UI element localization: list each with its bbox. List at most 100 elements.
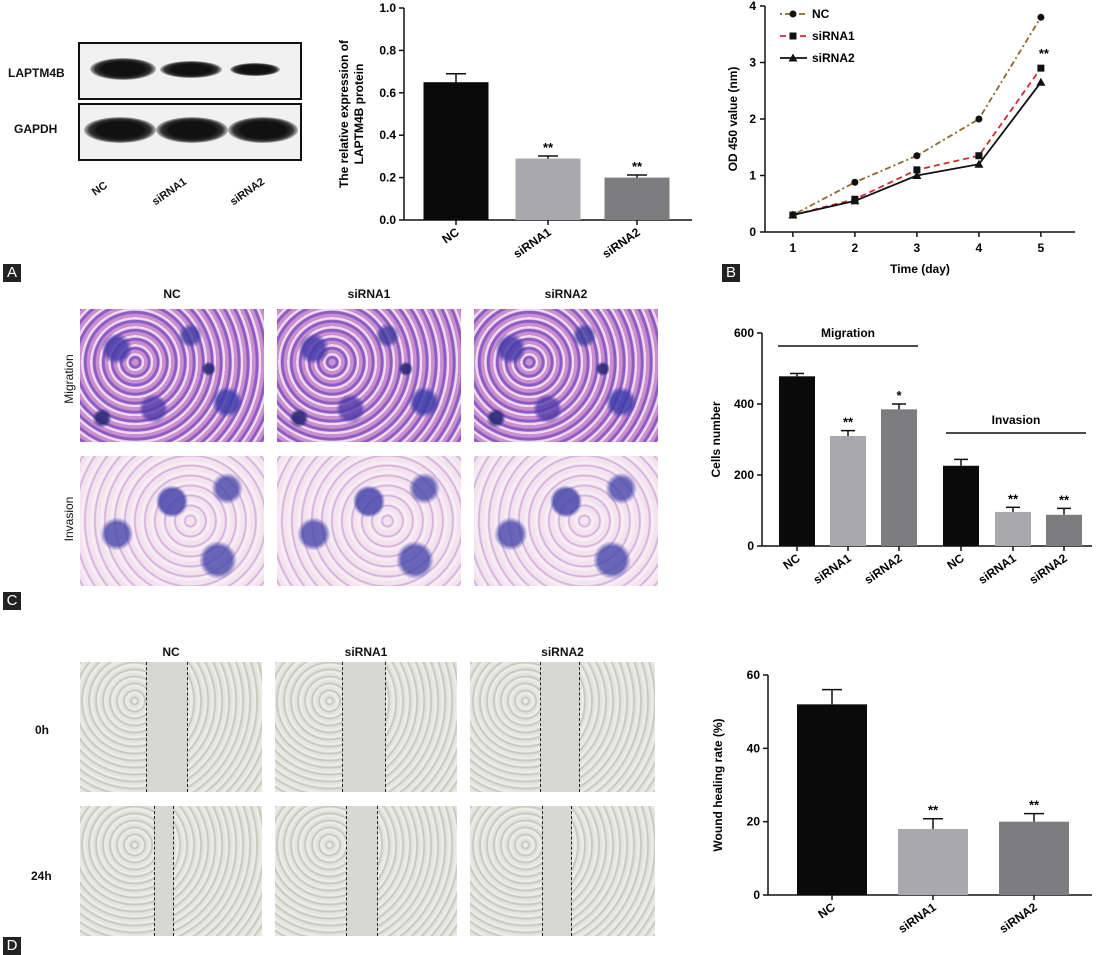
panel-label-a: A	[3, 264, 21, 282]
image-col-sirna2: siRNA2	[544, 287, 588, 301]
point-nc-4	[975, 115, 983, 123]
x-tick-label-nc: NC	[780, 551, 803, 573]
significance-mark: **	[1039, 46, 1050, 61]
x-tick-label-nc: NC	[815, 900, 838, 922]
band-laptm4b-sirna1	[160, 61, 222, 78]
wound-row-0h: 0h	[35, 723, 50, 737]
point-sirna1-5	[1037, 64, 1045, 72]
wound-col-nc: NC	[162, 645, 180, 659]
y-tick-label: 200	[734, 468, 754, 482]
y-tick-label: 0	[749, 225, 756, 239]
bar-sirna2-5	[1046, 514, 1082, 546]
y-tick-label: 40	[747, 741, 761, 755]
micrograph-invasion-sirna2	[474, 456, 658, 586]
y-tick-label: 0.8	[379, 43, 396, 57]
wound-image-0h-sirna1	[275, 662, 457, 792]
y-axis-label-line1: The relative expression of	[337, 39, 351, 188]
bar-nc-3	[943, 465, 979, 546]
y-axis-label: Cells number	[709, 401, 723, 477]
legend-label-nc: NC	[812, 7, 830, 21]
wound-image-24h-nc	[80, 806, 262, 936]
point-sirna2-2	[850, 196, 860, 205]
band-laptm4b-nc	[90, 58, 156, 80]
chart-protein: 0.0 0.2 0.4 0.6 0.8 1.0 NC ** siRNA1 ** siRNA2 The …	[337, 1, 692, 261]
band-gapdh-sirna2	[228, 117, 298, 143]
panel-label-b: B	[722, 264, 740, 282]
point-sirna2-3	[912, 171, 922, 179]
x-tick-label-sirna2: siRNA2	[862, 551, 905, 587]
chart-wound: 0 20 40 60 NC ** siRNA1 ** siRNA2 Wound healing r…	[711, 668, 1092, 936]
micrograph-invasion-nc	[80, 456, 264, 586]
bar-sirna2-2	[881, 409, 917, 546]
bar-sirna1-1	[898, 829, 968, 895]
y-tick-label: 0.6	[379, 86, 396, 100]
x-tick-label-sirna1: siRNA1	[511, 225, 554, 261]
y-tick-label: 3	[749, 56, 756, 70]
bar-nc-0	[423, 82, 489, 220]
significance-mark: **	[928, 803, 939, 818]
y-tick-label: 0	[753, 888, 760, 902]
bar-sirna1-4	[995, 511, 1031, 546]
significance-mark: *	[896, 388, 902, 403]
x-tick-label-nc: NC	[944, 551, 967, 573]
series-line-nc	[792, 16, 1042, 216]
x-tick-label-sirna2: siRNA2	[1027, 551, 1070, 587]
y-tick-label: 60	[747, 668, 761, 682]
y-tick-label: 400	[734, 397, 754, 411]
x-tick-label-sirna1: siRNA1	[976, 551, 1019, 587]
series-line-sirna1	[792, 67, 1042, 216]
point-nc-3	[913, 152, 921, 160]
image-col-nc: NC	[163, 287, 181, 301]
x-tick-label: 4	[976, 241, 983, 255]
bar-sirna2-2	[999, 821, 1069, 895]
y-tick-label: 20	[747, 815, 761, 829]
point-nc-5	[1037, 13, 1045, 21]
x-tick-label-sirna2: siRNA2	[600, 225, 643, 261]
panel-label-d: D	[3, 937, 21, 955]
x-axis-label: Time (day)	[890, 262, 950, 276]
wound-col-sirna1: siRNA1	[344, 645, 388, 659]
y-tick-label: 0.0	[379, 213, 396, 227]
lane-label-sirna1: siRNA1	[150, 175, 190, 209]
blot-label-gapdh: GAPDH	[14, 122, 58, 136]
chart-od450: 0 1 2 3 4 1 2 3 4 5 Time (day) OD 450 value (nm) ** N…	[726, 0, 1075, 276]
significance-mark: **	[1008, 491, 1019, 506]
y-tick-label: 0.4	[379, 128, 396, 142]
wound-col-sirna2: siRNA2	[541, 645, 584, 659]
wound-image-24h-sirna1	[275, 806, 457, 936]
lane-label-sirna2: siRNA2	[228, 175, 268, 209]
image-row-migration: Migration	[62, 354, 76, 404]
x-tick-label-sirna1: siRNA1	[896, 900, 939, 936]
significance-mark: **	[543, 140, 554, 155]
wound-row-24h: 24h	[31, 869, 52, 883]
band-gapdh-sirna1	[156, 117, 228, 143]
bar-sirna2-2	[604, 177, 670, 220]
x-tick-label: 5	[1038, 241, 1045, 255]
point-sirna2-4	[974, 159, 984, 168]
x-tick-label: 1	[790, 241, 797, 255]
blot-band-laptm4b	[78, 42, 302, 100]
y-tick-label: 2	[749, 112, 756, 126]
western-blot: LAPTM4B GAPDH NC siRNA1 siRNA2	[0, 0, 310, 240]
point-sirna1-4	[975, 152, 983, 160]
y-tick-label: 1.0	[379, 1, 396, 15]
point-sirna2-1	[788, 210, 798, 219]
micrograph-migration-sirna2	[474, 309, 658, 442]
y-axis-label: OD 450 value (nm)	[726, 67, 740, 172]
point-sirna1-3	[913, 166, 921, 174]
legend-marker-sirna1	[789, 32, 797, 40]
significance-mark: **	[632, 159, 643, 174]
y-tick-label: 1	[749, 169, 756, 183]
lane-label-nc: NC	[89, 179, 110, 199]
legend-label-sirna1: siRNA1	[812, 29, 855, 43]
image-col-sirna1: siRNA1	[347, 287, 391, 301]
micrograph-migration-sirna1	[277, 309, 461, 442]
bar-sirna1-1	[515, 158, 581, 220]
x-tick-label-sirna1: siRNA1	[811, 551, 854, 587]
y-tick-label: 600	[734, 326, 754, 340]
point-nc-2	[851, 178, 859, 186]
panel-label-c: C	[3, 592, 21, 610]
x-tick-label: 2	[852, 241, 859, 255]
image-row-invasion: Invasion	[62, 496, 76, 542]
y-tick-label: 0.2	[379, 171, 396, 185]
